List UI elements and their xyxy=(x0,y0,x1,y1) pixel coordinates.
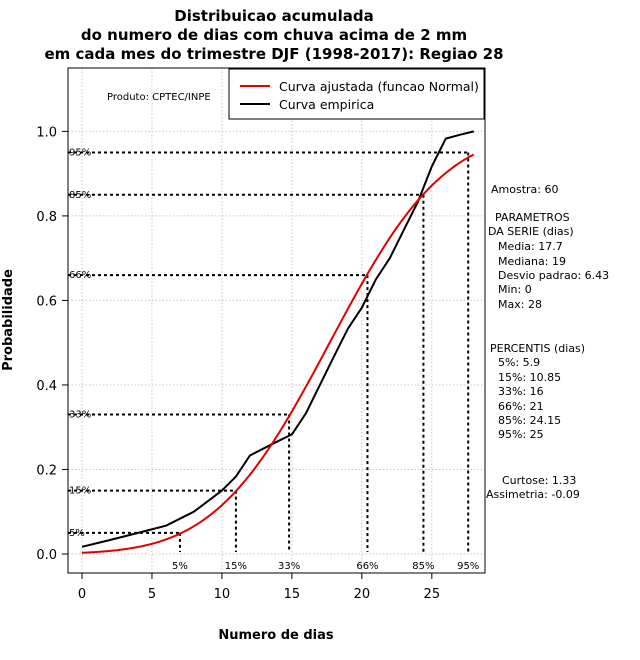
sample-size: Amostra: 60 xyxy=(491,183,558,196)
percentile-label-x: 66% xyxy=(356,561,378,572)
y-tick-label: 0.6 xyxy=(36,294,57,309)
legend-label-empirical: Curva empirica xyxy=(279,97,374,112)
x-tick-label: 0 xyxy=(78,587,86,602)
percentile-markers: 5% 5% 15% 15% 33% 33% 66% 66% 85% 85% 95% 95% xyxy=(68,148,479,572)
credit-text: Produto: CPTEC/INPE xyxy=(107,92,211,103)
y-tick-label: 0.0 xyxy=(36,548,57,563)
percentile-66: 66%: 21 xyxy=(498,400,544,413)
stat-min: Min: 0 xyxy=(498,283,532,296)
chart-title-line-3: em cada mes do trimestre DJF (1998-2017)… xyxy=(44,45,503,63)
axes: 0 5 10 15 20 25 0.0 0.2 0.4 0.6 0.8 1.0 xyxy=(36,125,440,602)
percentile-label-x: 5% xyxy=(172,561,188,572)
x-tick-label: 15 xyxy=(284,587,301,602)
series-lines xyxy=(81,130,475,554)
stats-panel: Amostra: 60 PARAMETROS DA SERIE (dias) M… xyxy=(486,183,609,501)
percentile-label-x: 95% xyxy=(457,561,479,572)
percentile-label-y: 15% xyxy=(69,486,91,497)
percentile-5: 5%: 5.9 xyxy=(498,356,540,369)
y-axis-label: Probabilidade xyxy=(1,269,16,371)
params-header-1: PARAMETROS xyxy=(495,211,570,224)
y-tick-label: 0.4 xyxy=(36,379,57,394)
legend-box xyxy=(228,68,485,120)
stat-kurtosis: Curtose: 1.33 xyxy=(502,474,576,487)
percentiles-header: PERCENTIS (dias) xyxy=(490,342,585,355)
percentile-85: 85%: 24.15 xyxy=(498,414,561,427)
y-tick-label: 1.0 xyxy=(36,125,57,140)
stat-skewness: Assimetria: -0.09 xyxy=(486,488,580,501)
percentile-label-y: 66% xyxy=(69,270,91,281)
y-tick-label: 0.8 xyxy=(36,210,57,225)
percentile-label-x: 15% xyxy=(225,561,247,572)
percentile-label-y: 85% xyxy=(69,190,91,201)
percentile-15: 15%: 10.85 xyxy=(498,371,561,384)
chart-title-line-2: do numero de dias com chuva acima de 2 m… xyxy=(81,26,467,44)
percentile-label-y: 95% xyxy=(69,148,91,159)
params-header-2: DA SERIE (dias) xyxy=(488,225,574,238)
chart-title-line-1: Distribuicao acumulada xyxy=(174,7,373,25)
x-tick-label: 20 xyxy=(354,587,371,602)
stat-max: Max: 28 xyxy=(498,298,542,311)
stat-mean: Media: 17.7 xyxy=(498,240,563,253)
percentile-33: 33%: 16 xyxy=(498,385,544,398)
x-tick-label: 25 xyxy=(424,587,441,602)
stat-median: Mediana: 19 xyxy=(498,255,566,268)
x-tick-label: 10 xyxy=(214,587,231,602)
x-axis-label: Numero de dias xyxy=(218,628,334,643)
plot-frame xyxy=(67,67,486,574)
y-tick-label: 0.2 xyxy=(36,463,57,478)
legend: Curva ajustada (funcao Normal) Curva emp… xyxy=(228,68,485,120)
empirical-curve xyxy=(81,130,475,548)
percentile-label-x: 85% xyxy=(412,561,434,572)
percentile-label-y: 5% xyxy=(69,528,85,539)
percentile-label-y: 33% xyxy=(69,410,91,421)
stat-sd: Desvio padrao: 6.43 xyxy=(498,269,609,282)
percentile-95: 95%: 25 xyxy=(498,428,544,441)
legend-label-fitted: Curva ajustada (funcao Normal) xyxy=(279,79,479,94)
fitted-normal-curve xyxy=(81,153,475,554)
x-tick-label: 5 xyxy=(148,587,156,602)
percentile-label-x: 33% xyxy=(278,561,300,572)
